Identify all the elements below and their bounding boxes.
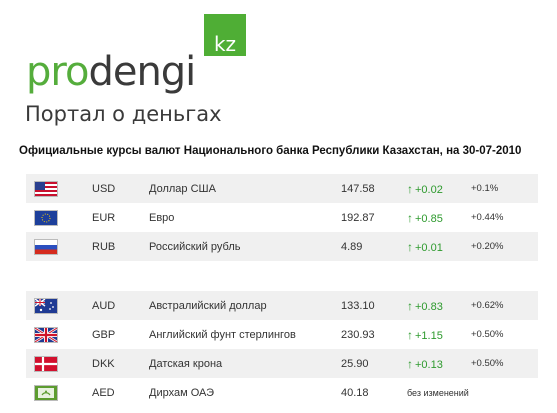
arrow-up-icon: ↑ — [407, 298, 413, 313]
arrow-up-icon: ↑ — [407, 356, 413, 371]
logo-word-pro: pro — [26, 49, 89, 95]
rate-change-value: +0.85 — [415, 212, 443, 225]
currency-code: AED — [92, 378, 149, 407]
rate-change-percent: +0.44% — [471, 203, 538, 232]
rate-row-aud: AUD Австралийский доллар 133.10 ↑ +0.83 +0.62… — [26, 291, 538, 320]
rates-table-other: AUD Австралийский доллар 133.10 ↑ +0.83 +0.62… — [26, 291, 538, 407]
rate-change-percent — [471, 378, 538, 407]
currency-code: USD — [92, 174, 149, 203]
currency-name: Австралийский доллар — [149, 291, 341, 320]
us-flag-icon — [26, 174, 92, 203]
logo-kz-badge: kz — [204, 14, 246, 56]
currency-rate: 4.89 — [341, 232, 407, 261]
rate-change-percent: +0.50% — [471, 320, 538, 349]
au-flag-icon — [26, 291, 92, 320]
currency-rate: 230.93 — [341, 320, 407, 349]
currency-rate: 192.87 — [341, 203, 407, 232]
rate-change-value: +1.15 — [415, 329, 443, 342]
prodengi-logo[interactable]: kz prodengi Портал о деньгах — [22, 12, 252, 130]
rate-row-rub: RUB Российский рубль 4.89 ↑ +0.01 +0.20% — [26, 232, 538, 261]
dk-flag-icon — [26, 349, 92, 378]
currency-rate: 40.18 — [341, 378, 407, 407]
rate-change: ↑ +0.01 — [407, 232, 471, 261]
rates-table-main: USD Доллар США 147.58 ↑ +0.02 +0.1% EUR Евро 192… — [26, 174, 538, 261]
currency-rate: 25.90 — [341, 349, 407, 378]
rate-change: ↑ +0.85 — [407, 203, 471, 232]
currency-rate: 147.58 — [341, 174, 407, 203]
rate-no-change: без изменений — [407, 387, 469, 398]
gb-flag-icon — [26, 320, 92, 349]
currency-name: Английский фунт стерлингов — [149, 320, 341, 349]
currency-code: GBP — [92, 320, 149, 349]
arrow-up-icon: ↑ — [407, 239, 413, 254]
currency-name: Евро — [149, 203, 341, 232]
logo-word-dengi: dengi — [88, 49, 196, 95]
rate-change-percent: +0.20% — [471, 232, 538, 261]
currency-code: DKK — [92, 349, 149, 378]
currency-name: Российский рубль — [149, 232, 341, 261]
rate-change-value: +0.83 — [415, 300, 443, 313]
ru-flag-icon — [26, 232, 92, 261]
rate-change: ↑ +0.13 — [407, 349, 471, 378]
currency-name: Доллар США — [149, 174, 341, 203]
rate-change-percent: +0.50% — [471, 349, 538, 378]
rate-change: ↑ +0.83 — [407, 291, 471, 320]
rate-row-dkk: DKK Датская крона 25.90 ↑ +0.13 +0.50% — [26, 349, 538, 378]
currency-code: RUB — [92, 232, 149, 261]
arrow-up-icon: ↑ — [407, 327, 413, 342]
logo-tagline: Портал о деньгах — [25, 102, 222, 126]
currency-code: EUR — [92, 203, 149, 232]
rate-change-percent: +0.1% — [471, 174, 538, 203]
rate-change-value: +0.01 — [415, 241, 443, 254]
logo-kz-text: kz — [213, 32, 237, 56]
currency-rate: 133.10 — [341, 291, 407, 320]
rate-change: без изменений — [407, 378, 471, 407]
rate-row-gbp: GBP Английский фунт стерлингов 230.93 ↑ +1.1… — [26, 320, 538, 349]
currency-code: AUD — [92, 291, 149, 320]
arrow-up-icon: ↑ — [407, 210, 413, 225]
rates-headline: Официальные курсы валют Национального ба… — [19, 145, 522, 157]
currency-name: Датская крона — [149, 349, 341, 378]
logo-wordmark: prodengi — [26, 49, 196, 95]
rate-change: ↑ +1.15 — [407, 320, 471, 349]
rate-row-aed: AED Дирхам ОАЭ 40.18 без изменений — [26, 378, 538, 407]
rate-change-percent: +0.62% — [471, 291, 538, 320]
eu-flag-icon — [26, 203, 92, 232]
rate-row-usd: USD Доллар США 147.58 ↑ +0.02 +0.1% — [26, 174, 538, 203]
arrow-up-icon: ↑ — [407, 181, 413, 196]
rate-change-value: +0.13 — [415, 358, 443, 371]
rate-change: ↑ +0.02 — [407, 174, 471, 203]
rate-change-value: +0.02 — [415, 183, 443, 196]
rate-row-eur: EUR Евро 192.87 ↑ +0.85 +0.44% — [26, 203, 538, 232]
currency-name: Дирхам ОАЭ — [149, 378, 341, 407]
ae-flag-icon — [26, 378, 92, 407]
